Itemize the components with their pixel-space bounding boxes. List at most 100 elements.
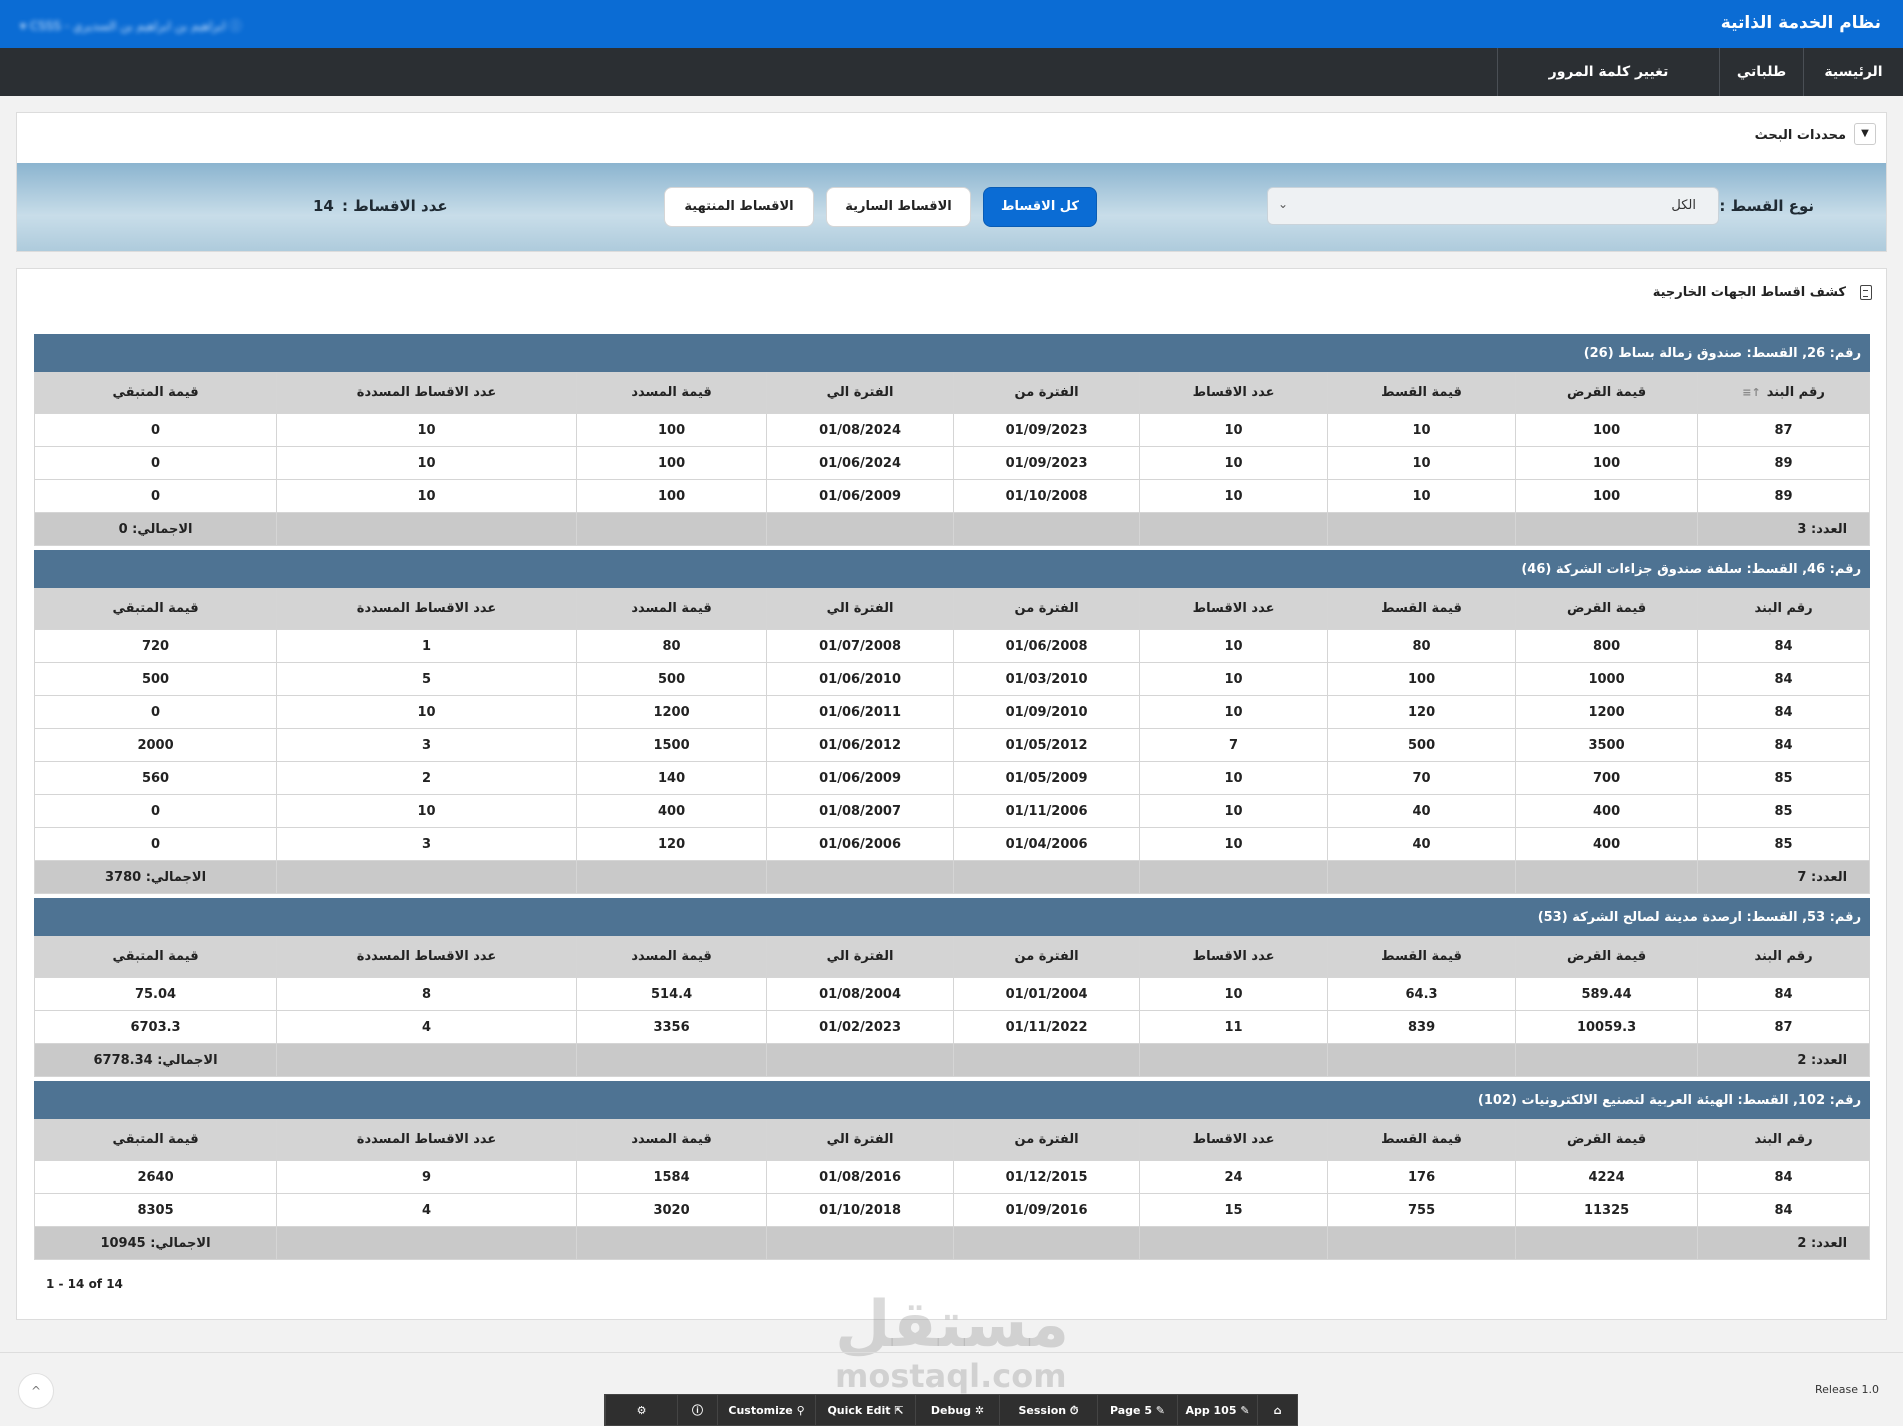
watermark-latin: mostaql.com (835, 1357, 1067, 1395)
session-button[interactable]: Session ⏱ (999, 1395, 1097, 1426)
table-cell: 89 (1697, 479, 1871, 513)
column-header-label: عدد الاقساط المسددة (356, 949, 497, 964)
column-header[interactable]: عدد الاقساط المسددة (276, 935, 578, 978)
active-installments-button[interactable]: الاقساط السارية (826, 187, 971, 227)
column-header[interactable]: قيمة القرض (1515, 587, 1699, 630)
nav-item-change-password[interactable]: تغيير كلمة المرور (1497, 48, 1719, 96)
column-header[interactable]: قيمة القسط (1327, 1118, 1517, 1161)
column-header[interactable]: رقم البند (1697, 935, 1871, 978)
app-button[interactable]: App 105 ✎ (1177, 1395, 1257, 1426)
column-header[interactable]: رقم البند (1697, 587, 1871, 630)
column-header[interactable]: قيمة المتبقي (33, 1118, 278, 1161)
group-total: الاجمالي: 10945 (33, 1226, 278, 1260)
sort-ascending-icon[interactable]: ↑≡ (1742, 386, 1761, 399)
summary-empty-cell (953, 1226, 1141, 1260)
group-count: العدد: 7 (1697, 860, 1871, 894)
column-header[interactable]: الفترة من (953, 1118, 1141, 1161)
table-cell: 120 (1327, 695, 1517, 729)
settings-gear-icon[interactable]: ⚙ (605, 1395, 677, 1426)
quick-edit-button[interactable]: Quick Edit ⇱ (815, 1395, 915, 1426)
collapse-toggle-button[interactable]: ▼ (1854, 123, 1876, 145)
group-header-row: رقم: 102, القسط: الهيئة العربية لتصنيع ا… (33, 1081, 1871, 1119)
installment-type-select[interactable]: الكل ⌄ (1267, 187, 1719, 225)
scroll-to-top-button[interactable]: ^ (18, 1373, 54, 1409)
table-cell: 84 (1697, 1193, 1871, 1227)
column-header[interactable]: قيمة المسدد (576, 371, 768, 414)
column-header[interactable]: الفترة الي (766, 1118, 955, 1161)
column-header[interactable]: عدد الاقساط (1139, 587, 1329, 630)
table-cell: 01/05/2012 (953, 728, 1141, 762)
home-icon[interactable]: ⌂ (1257, 1395, 1297, 1426)
installment-type-label: نوع القسط : (1719, 197, 1814, 215)
group-summary-row: العدد: 2 الاجمالي: 6778.34 (33, 1043, 1871, 1077)
column-header-label: قيمة المتبقي (112, 601, 199, 616)
column-header[interactable]: رقم البند ↑≡ (1697, 371, 1871, 414)
column-header[interactable]: الفترة من (953, 371, 1141, 414)
nav-item-home[interactable]: الرئيسية (1803, 48, 1903, 96)
column-header[interactable]: قيمة المسدد (576, 587, 768, 630)
table-cell: 01/04/2006 (953, 827, 1141, 861)
summary-empty-cell (1327, 512, 1517, 546)
table-cell: 120 (576, 827, 768, 861)
table-cell: 400 (576, 794, 768, 828)
column-header-row: رقم البند ↑≡ قيمة القرض قيمة القسط عدد الاقس… (33, 371, 1871, 414)
column-header[interactable]: قيمة القرض (1515, 935, 1699, 978)
column-header[interactable]: قيمة القرض (1515, 1118, 1699, 1161)
column-header[interactable]: عدد الاقساط المسددة (276, 587, 578, 630)
customize-button[interactable]: Customize ⚲ (717, 1395, 815, 1426)
pagination-info: 1 - 14 of 14 (46, 1277, 123, 1291)
column-header[interactable]: قيمة القسط (1327, 587, 1517, 630)
document-icon (1860, 285, 1872, 300)
installments-table: رقم: 26, القسط: صندوق زمالة بساط (26) رقم… (33, 334, 1871, 1260)
group-count: العدد: 2 (1697, 1043, 1871, 1077)
column-header[interactable]: قيمة المسدد (576, 1118, 768, 1161)
column-header[interactable]: قيمة القسط (1327, 371, 1517, 414)
column-header[interactable]: عدد الاقساط (1139, 371, 1329, 414)
table-cell: 64.3 (1327, 977, 1517, 1011)
table-cell: 10059.3 (1515, 1010, 1699, 1044)
column-header-label: قيمة القسط (1381, 601, 1462, 616)
search-panel: ▼ محددات البحث نوع القسط : الكل ⌄ كل الا… (16, 112, 1887, 252)
column-header[interactable]: قيمة المتبقي (33, 587, 278, 630)
table-cell: 140 (576, 761, 768, 795)
column-header[interactable]: عدد الاقساط (1139, 1118, 1329, 1161)
table-row: 84 11325 755 15 01/09/2016 01/10/2018 3020 4 830… (33, 1193, 1871, 1227)
column-header[interactable]: الفترة الي (766, 587, 955, 630)
ended-installments-button[interactable]: الاقساط المنتهية (664, 187, 814, 227)
table-cell: 10 (1139, 479, 1329, 513)
all-installments-button[interactable]: كل الاقساط (983, 187, 1097, 227)
summary-empty-cell (766, 512, 955, 546)
column-header-label: قيمة المتبقي (112, 1132, 199, 1147)
column-header[interactable]: عدد الاقساط (1139, 935, 1329, 978)
column-header[interactable]: الفترة من (953, 587, 1141, 630)
table-cell: 01/05/2009 (953, 761, 1141, 795)
table-cell: 85 (1697, 794, 1871, 828)
debug-button[interactable]: Debug ✲ (915, 1395, 999, 1426)
release-version: Release 1.0 (1815, 1383, 1879, 1396)
table-cell: 560 (33, 761, 278, 795)
column-header[interactable]: رقم البند (1697, 1118, 1871, 1161)
column-header[interactable]: قيمة القسط (1327, 935, 1517, 978)
column-header[interactable]: قيمة المتبقي (33, 371, 278, 414)
page-button[interactable]: Page 5 ✎ (1097, 1395, 1177, 1426)
column-header[interactable]: عدد الاقساط المسددة (276, 1118, 578, 1161)
summary-empty-cell (576, 1043, 768, 1077)
info-icon[interactable]: ⓘ (677, 1395, 717, 1426)
column-header[interactable]: قيمة المتبقي (33, 935, 278, 978)
nav-item-my-requests[interactable]: طلباتي (1719, 48, 1803, 96)
summary-empty-cell (1515, 1043, 1699, 1077)
column-header[interactable]: قيمة المسدد (576, 935, 768, 978)
table-cell: 514.4 (576, 977, 768, 1011)
installment-count-value: 14 (313, 197, 334, 215)
column-header[interactable]: قيمة القرض (1515, 371, 1699, 414)
summary-empty-cell (766, 1226, 955, 1260)
column-header[interactable]: عدد الاقساط المسددة (276, 371, 578, 414)
user-menu[interactable]: ▾ CSSS - ابراهيم بن ابراهيم بن السديري ⓘ (20, 19, 242, 33)
column-header[interactable]: الفترة الي (766, 371, 955, 414)
column-header-label: عدد الاقساط (1192, 601, 1275, 616)
group-spacer (34, 1076, 1870, 1082)
watermark: مستقل mostaql.com (835, 1290, 1069, 1395)
column-header[interactable]: الفترة من (953, 935, 1141, 978)
table-row: 84 1000 100 10 01/03/2010 01/06/2010 500 5 500 (33, 662, 1871, 696)
column-header[interactable]: الفترة الي (766, 935, 955, 978)
